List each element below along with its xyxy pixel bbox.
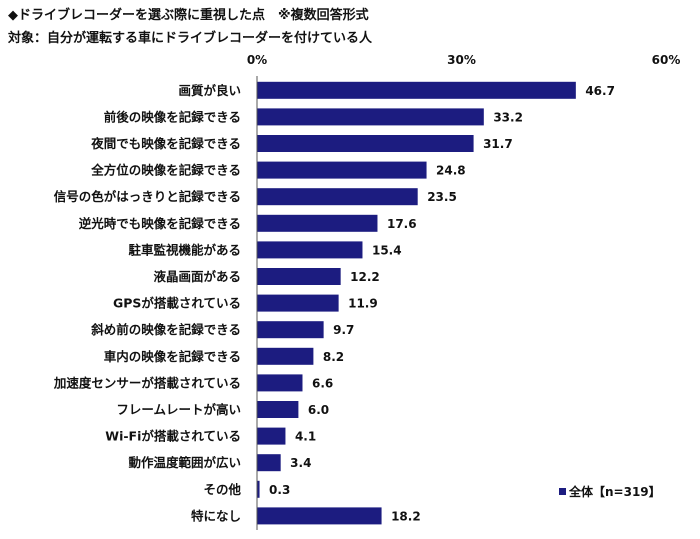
data-label: 23.5 bbox=[427, 190, 457, 204]
data-label: 6.6 bbox=[312, 376, 333, 390]
data-label: 0.3 bbox=[269, 483, 290, 497]
bar bbox=[257, 507, 382, 525]
data-label: 6.0 bbox=[308, 403, 329, 417]
x-tick-label: 30% bbox=[447, 53, 476, 67]
legend-label: 全体【n=319】 bbox=[568, 484, 661, 499]
category-label: 画質が良い bbox=[178, 83, 241, 98]
bar bbox=[257, 480, 260, 498]
x-tick-label: 0% bbox=[247, 53, 267, 67]
data-label: 18.2 bbox=[391, 509, 421, 523]
data-label: 31.7 bbox=[483, 137, 513, 151]
legend-swatch bbox=[559, 488, 566, 495]
category-label: 車内の映像を記録できる bbox=[104, 349, 241, 364]
data-label: 3.4 bbox=[290, 456, 311, 470]
bar bbox=[257, 188, 418, 206]
bar bbox=[257, 161, 427, 179]
category-label: 加速度センサーが搭載されている bbox=[53, 375, 241, 390]
data-label: 17.6 bbox=[387, 217, 417, 231]
bar bbox=[257, 108, 484, 126]
category-label: 信号の色がはっきりと記録できる bbox=[54, 189, 241, 204]
data-label: 12.2 bbox=[350, 270, 380, 284]
category-label: 特になし bbox=[191, 508, 241, 523]
category-label: Wi-Fiが搭載されている bbox=[105, 429, 241, 444]
x-tick-label: 60% bbox=[652, 53, 681, 67]
category-label: その他 bbox=[203, 482, 241, 497]
bar bbox=[257, 268, 341, 285]
bar bbox=[257, 427, 286, 445]
data-label: 46.7 bbox=[585, 84, 615, 98]
category-label: 前後の映像を記録できる bbox=[104, 109, 241, 124]
bar bbox=[257, 401, 299, 418]
category-label: 逆光時でも映像を記録できる bbox=[79, 216, 241, 231]
bar bbox=[257, 135, 474, 152]
category-label: フレームレートが高い bbox=[116, 402, 241, 417]
category-label: 液晶画面がある bbox=[153, 269, 241, 284]
data-label: 4.1 bbox=[295, 430, 316, 444]
category-label: GPSが搭載されている bbox=[113, 296, 241, 311]
bar bbox=[257, 241, 363, 259]
data-label: 24.8 bbox=[436, 164, 466, 178]
data-label: 15.4 bbox=[372, 243, 402, 257]
data-label: 11.9 bbox=[348, 297, 378, 311]
category-label: 斜め前の映像を記録できる bbox=[90, 322, 241, 337]
bar bbox=[257, 374, 303, 392]
category-label: 夜間でも映像を記録できる bbox=[90, 136, 241, 151]
category-label: 動作温度範囲が広い bbox=[128, 455, 241, 470]
bar bbox=[257, 347, 314, 365]
data-label: 9.7 bbox=[333, 323, 354, 337]
bar bbox=[257, 81, 576, 99]
data-label: 8.2 bbox=[323, 350, 344, 364]
chart-title: ◆ドライブレコーダーを選ぶ際に重視した点 ※複数回答形式 bbox=[8, 7, 369, 23]
bar bbox=[257, 214, 378, 232]
bar bbox=[257, 454, 281, 472]
bar bbox=[257, 294, 339, 312]
category-label: 駐車監視機能がある bbox=[128, 242, 241, 257]
category-label: 全方位の映像を記録できる bbox=[90, 163, 241, 178]
data-label: 33.2 bbox=[493, 110, 523, 124]
bar bbox=[257, 321, 324, 339]
legend: 全体【n=319】 bbox=[559, 484, 661, 499]
chart-subtitle: 対象：自分が運転する車にドライブレコーダーを付けている人 bbox=[7, 30, 373, 46]
